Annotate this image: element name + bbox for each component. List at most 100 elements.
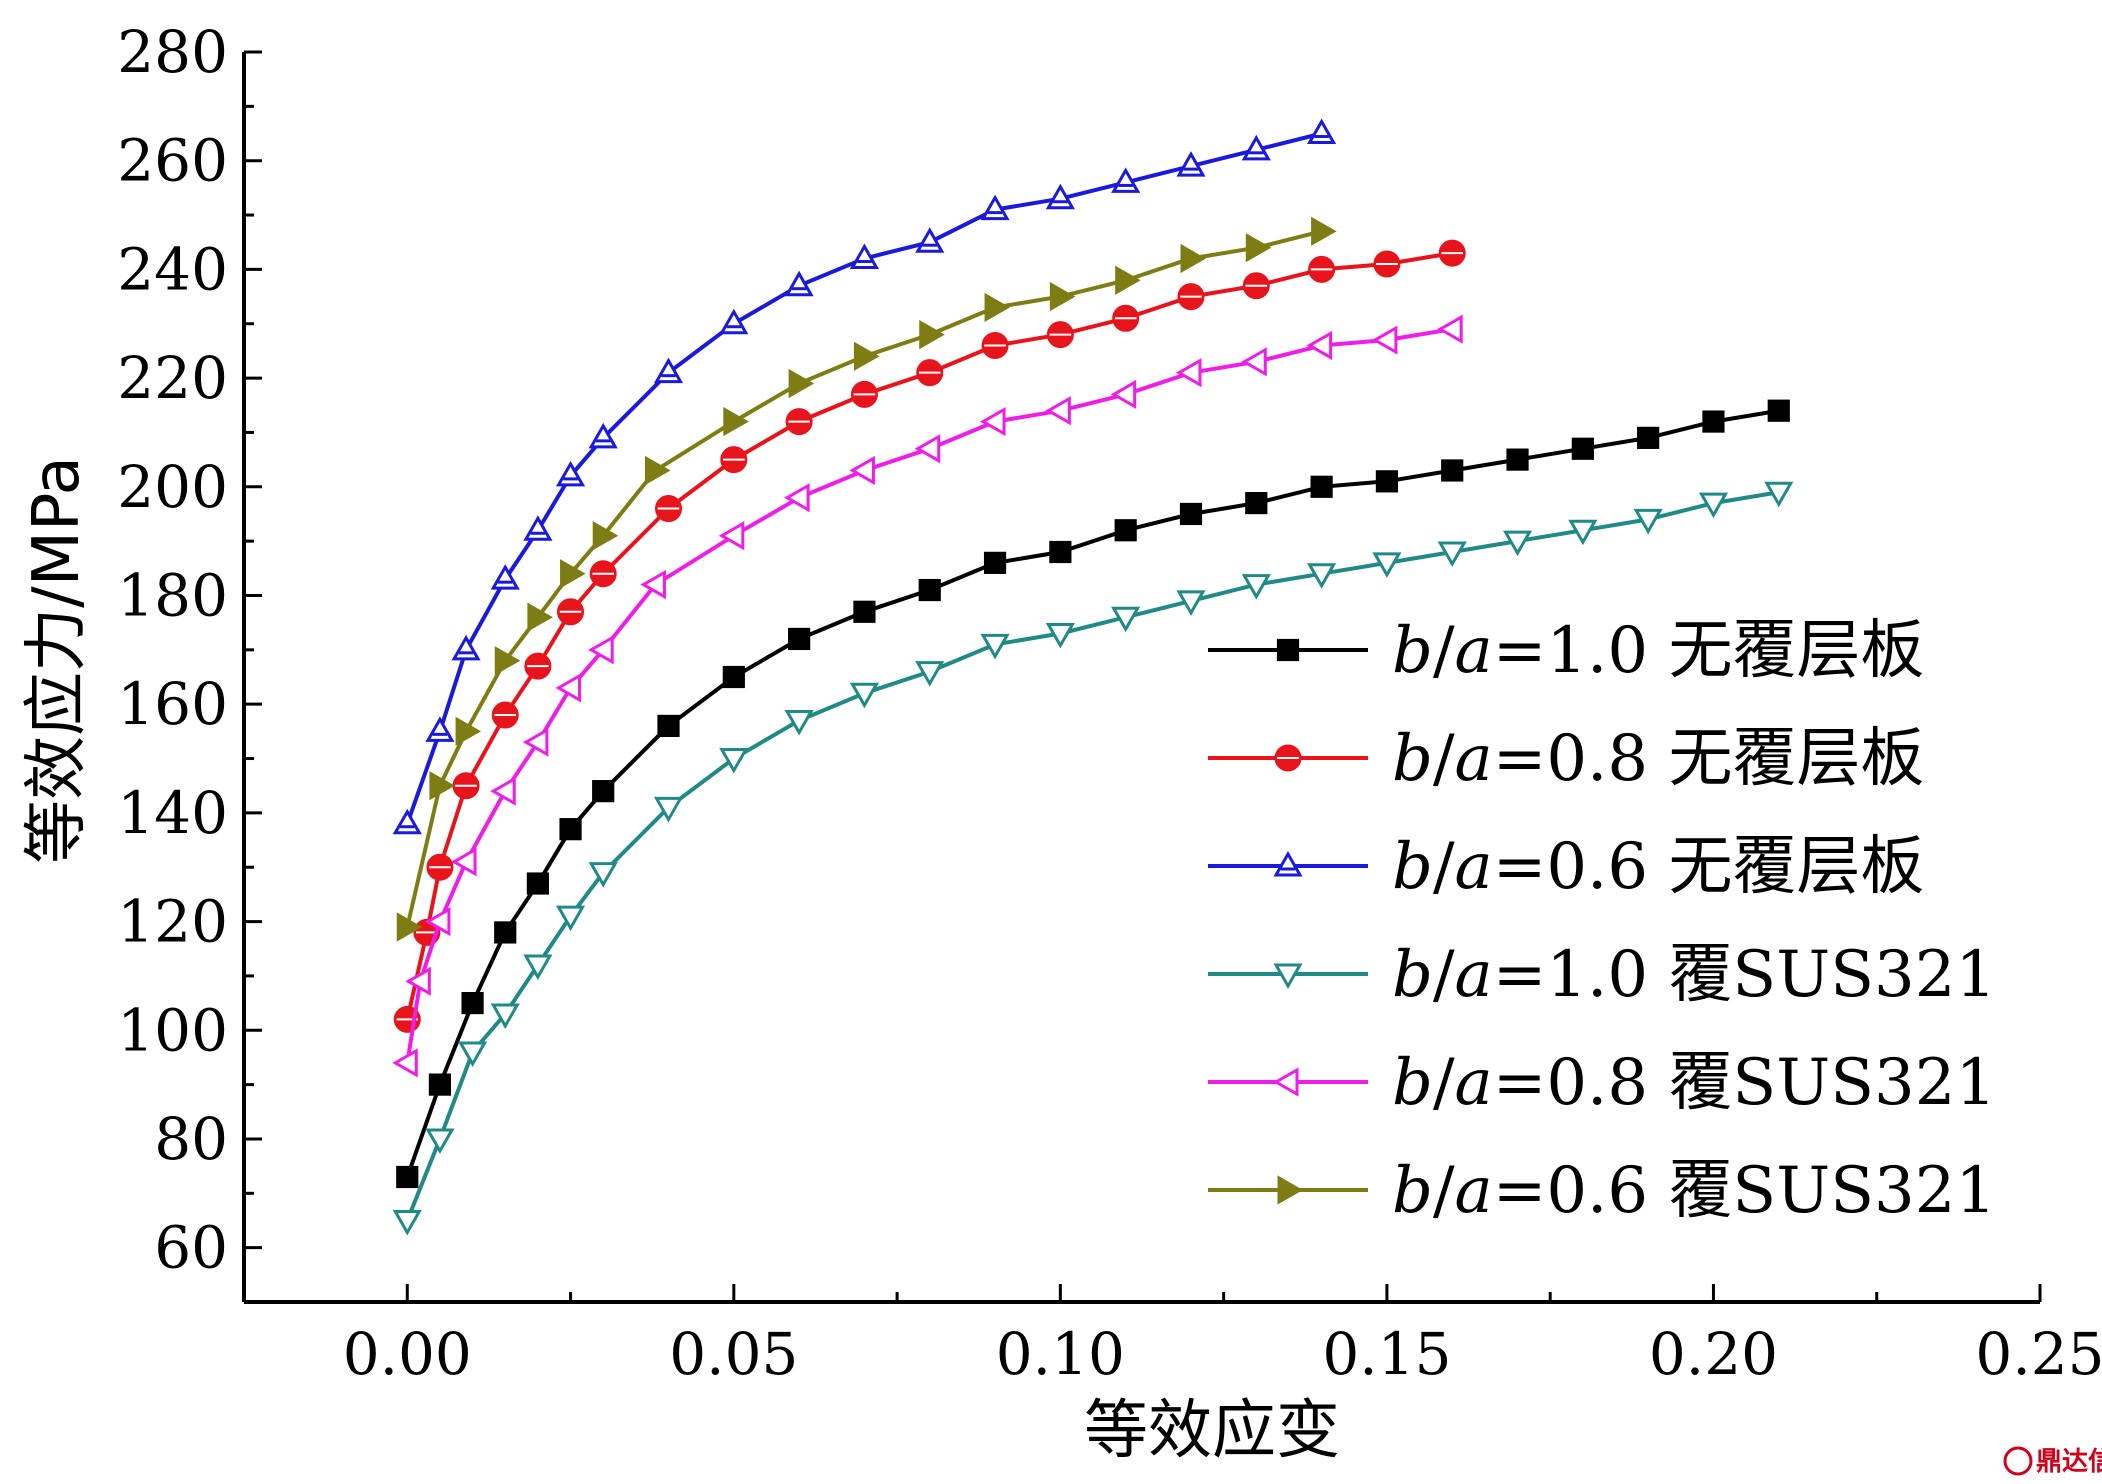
y-tick-label: 60 (154, 1214, 228, 1282)
data-point (1241, 574, 1271, 600)
data-point (1176, 590, 1206, 616)
data-point (494, 921, 517, 944)
data-point (788, 627, 811, 651)
legend-label-slash: / (1433, 722, 1455, 796)
data-point (1180, 243, 1207, 274)
data-point (396, 1165, 419, 1189)
legend-item: b/a=0.6 无覆层板 (1208, 830, 1924, 904)
data-point (1115, 265, 1141, 295)
legend-item: b/a=1.0 无覆层板 (1208, 614, 1924, 688)
data-point (784, 483, 810, 513)
x-tick-label: 0.00 (343, 1320, 472, 1388)
data-point (1310, 475, 1333, 498)
data-point (915, 227, 945, 253)
data-point (1179, 502, 1203, 526)
data-point (719, 308, 749, 335)
data-point (653, 796, 684, 823)
watermark-text: 鼎达信 (2036, 1447, 2102, 1477)
data-point (425, 1128, 455, 1154)
data-point (1241, 347, 1267, 377)
data-point (490, 1003, 520, 1029)
data-point (1311, 216, 1337, 246)
data-point (919, 320, 945, 350)
data-point (853, 341, 880, 371)
legend-label: b/a=1.0 覆SUS321 (1392, 938, 1996, 1012)
data-point (523, 515, 553, 541)
data-point (392, 1048, 418, 1078)
data-point (1045, 396, 1071, 426)
data-point (1049, 540, 1072, 564)
data-point (1307, 563, 1337, 589)
legend-label-rest: =0.8 无覆层板 (1493, 722, 1925, 796)
data-point (555, 905, 586, 932)
data-point (1049, 281, 1076, 312)
data-point (1568, 519, 1598, 546)
data-point (644, 455, 671, 486)
data-point (980, 406, 1006, 437)
data-point (849, 682, 880, 709)
data-point (405, 966, 431, 996)
data-point (490, 564, 520, 590)
data-point (588, 635, 614, 665)
data-point (1506, 448, 1529, 471)
legend-label-italic-b: b (1392, 830, 1433, 904)
data-point (914, 434, 941, 464)
data-point (1702, 410, 1725, 433)
legend-label: b/a=0.6 覆SUS321 (1392, 1154, 1996, 1228)
y-tick-label: 160 (117, 670, 228, 738)
data-point (1698, 492, 1729, 519)
data-point (784, 709, 814, 736)
data-point (392, 808, 422, 835)
series-5 (392, 314, 1463, 1078)
legend-label-italic-b: b (1392, 722, 1433, 796)
data-point (428, 1073, 452, 1096)
legend-label-italic-a: a (1455, 1046, 1493, 1120)
data-point (523, 954, 553, 981)
data-point (984, 292, 1011, 323)
data-point (980, 633, 1010, 660)
data-point (425, 716, 455, 742)
x-tick-label: 0.05 (669, 1320, 798, 1388)
data-point (526, 872, 549, 895)
data-point (1175, 358, 1202, 388)
series-layer (392, 118, 1794, 1236)
legend-label-italic-a: a (1455, 722, 1493, 796)
data-point (457, 1041, 488, 1068)
watermark-logo-icon (2003, 1446, 2033, 1476)
y-axis-title: 等效应力/MPa (20, 456, 94, 864)
y-tick-label: 280 (117, 18, 228, 86)
data-point (1767, 399, 1790, 422)
data-point (461, 991, 484, 1015)
legend-item: b/a=1.0 覆SUS321 (1208, 938, 1996, 1012)
data-point (1111, 606, 1141, 633)
legend-label-rest: =0.6 无覆层板 (1493, 830, 1925, 904)
legend-label: b/a=0.8 无覆层板 (1392, 722, 1924, 796)
legend-marker (1277, 1175, 1304, 1205)
data-point (1245, 491, 1268, 515)
x-tick-label: 0.25 (1975, 1320, 2102, 1388)
data-point (490, 776, 516, 806)
series-2 (393, 239, 1466, 1033)
series-line (405, 229, 1323, 928)
data-point (455, 716, 482, 746)
data-point (719, 748, 749, 774)
y-tick-label: 180 (117, 561, 228, 629)
legend-marker (1273, 963, 1303, 990)
y-tick-label: 260 (117, 127, 228, 195)
y-tick-label: 200 (117, 453, 228, 521)
data-point (451, 847, 477, 877)
data-point (1764, 481, 1794, 508)
y-tick-label: 120 (117, 888, 228, 956)
legend-label-italic-b: b (1392, 1046, 1433, 1120)
data-point (424, 906, 451, 937)
data-point (522, 727, 549, 757)
y-tick-label: 240 (117, 235, 228, 303)
legend-label-slash: / (1433, 830, 1455, 904)
legend-marker (1272, 1067, 1299, 1097)
data-point (1637, 426, 1660, 449)
data-point (592, 780, 615, 803)
series-1 (396, 399, 1790, 1189)
data-point (723, 406, 749, 437)
legend-label-rest: =1.0 覆SUS321 (1493, 938, 1997, 1012)
